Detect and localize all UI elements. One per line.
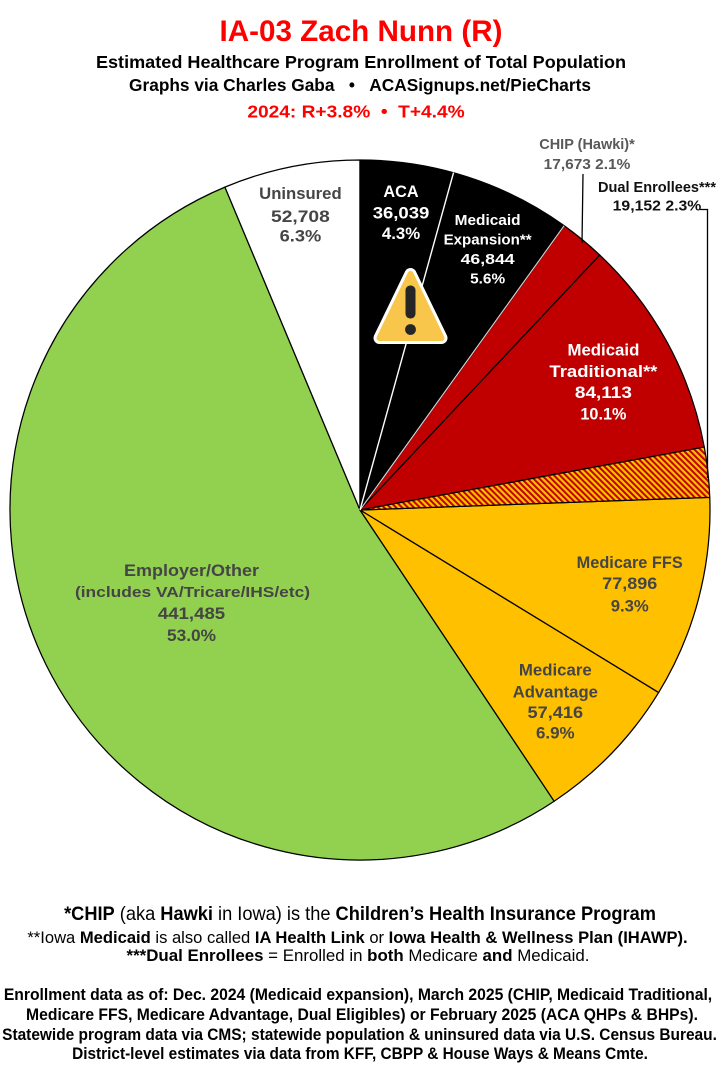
- svg-text:Traditional**: Traditional**: [549, 361, 657, 380]
- svg-text:Expansion**: Expansion**: [444, 231, 532, 248]
- svg-text:**Iowa Medicaid is also called: **Iowa Medicaid is also called IA Health…: [27, 928, 687, 947]
- svg-text:4.3%: 4.3%: [382, 224, 420, 243]
- svg-text:10.1%: 10.1%: [580, 404, 626, 423]
- svg-text:Dual Enrollees***: Dual Enrollees***: [598, 180, 716, 196]
- svg-text:CHIP (Hawki)*: CHIP (Hawki)*: [539, 137, 635, 153]
- svg-text:53.0%: 53.0%: [167, 625, 216, 645]
- svg-text:Graphs via Charles Gaba •: Graphs via Charles Gaba • ACASignups.net…: [129, 75, 591, 95]
- svg-text:Uninsured: Uninsured: [259, 184, 341, 203]
- svg-text:441,485: 441,485: [158, 604, 225, 623]
- svg-text:Estimated Healthcare Program E: Estimated Healthcare Program Enrollment …: [96, 52, 626, 72]
- svg-text:84,113: 84,113: [575, 383, 632, 402]
- svg-text:Medicaid: Medicaid: [567, 340, 639, 359]
- svg-text:9.3%: 9.3%: [611, 596, 649, 615]
- svg-text:Advantage: Advantage: [513, 682, 598, 701]
- svg-text:46,844: 46,844: [461, 251, 516, 267]
- svg-text:6.9%: 6.9%: [536, 724, 575, 743]
- svg-text:Medicare: Medicare: [519, 660, 592, 679]
- svg-text:36,039: 36,039: [373, 203, 430, 222]
- svg-text:19,152 2.3%: 19,152 2.3%: [613, 198, 702, 214]
- svg-text:52,708: 52,708: [271, 207, 330, 226]
- svg-text:Statewide program data via CMS: Statewide program data via CMS; statewid…: [2, 1027, 717, 1045]
- svg-text:IA-03 Zach Nunn (R): IA-03 Zach Nunn (R): [220, 15, 503, 48]
- svg-text:5.6%: 5.6%: [470, 271, 506, 288]
- svg-text:(includes VA/Tricare/IHS/etc): (includes VA/Tricare/IHS/etc): [75, 584, 310, 601]
- svg-text:6.3%: 6.3%: [280, 226, 322, 245]
- svg-text:Enrollment data as of: Dec. 20: Enrollment data as of: Dec. 2024 (Medica…: [4, 986, 712, 1004]
- svg-text:District-level estimates via d: District-level estimates via data from K…: [72, 1046, 648, 1064]
- svg-text:Medicaid: Medicaid: [455, 212, 521, 229]
- svg-text:Medicare FFS, Medicare Advanta: Medicare FFS, Medicare Advantage, Dual E…: [26, 1006, 698, 1024]
- svg-text:*CHIP (aka Hawki in Iowa) is t: *CHIP (aka Hawki in Iowa) is the Childre…: [64, 903, 656, 924]
- svg-text:2024: R+3.8% • T+4.4%: 2024: R+3.8% • T+4.4%: [247, 101, 464, 121]
- svg-text:57,416: 57,416: [528, 703, 584, 722]
- svg-text:***Dual Enrollees = Enrolled i: ***Dual Enrollees = Enrolled in both Med…: [127, 946, 590, 965]
- svg-text:ACA: ACA: [383, 181, 418, 200]
- svg-text:17,673 2.1%: 17,673 2.1%: [544, 156, 631, 172]
- svg-text:77,896: 77,896: [602, 574, 657, 593]
- svg-text:Employer/Other: Employer/Other: [124, 560, 259, 579]
- svg-text:Medicare FFS: Medicare FFS: [577, 552, 683, 571]
